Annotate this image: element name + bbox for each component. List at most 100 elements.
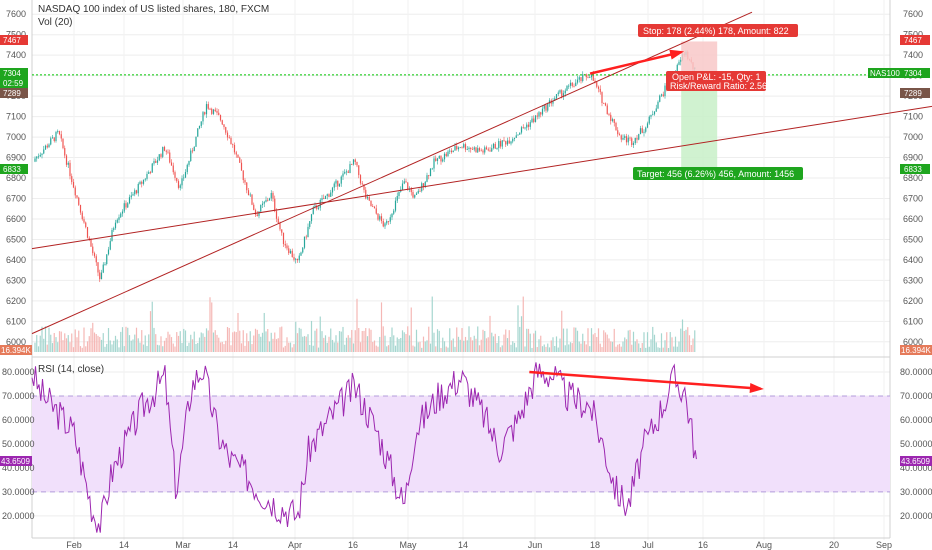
candle-body bbox=[585, 74, 587, 78]
candle-body bbox=[314, 205, 316, 208]
candle-body bbox=[174, 172, 176, 178]
candle-body bbox=[582, 74, 584, 82]
candle-body bbox=[83, 219, 85, 223]
volume-bar bbox=[454, 346, 456, 352]
volume-bar bbox=[356, 298, 358, 352]
stop-label[interactable]: Stop: 178 (2.44%) 178, Amount: 822 bbox=[638, 24, 798, 37]
volume-bar bbox=[300, 328, 302, 352]
candle-body bbox=[417, 190, 419, 194]
rsi-divergence-arrow[interactable] bbox=[529, 370, 764, 393]
position-stats[interactable]: Open P&L: -15, Qty: 1 Risk/Reward Ratio:… bbox=[666, 71, 767, 91]
volume-bar bbox=[564, 345, 566, 352]
current-price-tag-left: 7304 bbox=[0, 68, 28, 78]
candle-body bbox=[368, 197, 370, 201]
volume-bar bbox=[179, 331, 181, 352]
price-tick-right: 7400 bbox=[903, 50, 923, 60]
candle-body bbox=[489, 150, 491, 152]
volume-bar bbox=[522, 296, 524, 352]
volume-bar bbox=[398, 338, 400, 352]
target-label-text: Target: 456 (6.26%) 456, Amount: 1456 bbox=[637, 169, 794, 179]
candle-body bbox=[176, 177, 178, 182]
rsi-tick-right: 20.0000 bbox=[900, 511, 932, 521]
lower-trend-line[interactable] bbox=[31, 105, 932, 250]
volume-bar bbox=[326, 342, 328, 352]
candle-body bbox=[302, 247, 304, 253]
candle-body bbox=[611, 119, 614, 121]
candle-body bbox=[564, 90, 566, 94]
candle-body bbox=[510, 141, 512, 144]
volume-bar bbox=[204, 336, 206, 352]
volume-bar bbox=[498, 336, 500, 352]
rsi-tag-left: 43.6509 bbox=[0, 456, 32, 466]
candle-body bbox=[589, 77, 591, 78]
target-label[interactable]: Target: 456 (6.26%) 456, Amount: 1456 bbox=[633, 167, 803, 180]
candle-body bbox=[520, 127, 523, 133]
price-tick-left: 7500 bbox=[6, 30, 26, 40]
price-tick-right: 7600 bbox=[903, 9, 923, 19]
candle-body bbox=[573, 85, 575, 87]
volume-bar bbox=[513, 342, 516, 352]
volume-bar bbox=[372, 342, 374, 352]
volume-bar bbox=[347, 335, 349, 352]
volume-bar bbox=[113, 340, 115, 352]
candle-body bbox=[41, 153, 43, 155]
volume-bar bbox=[162, 346, 164, 352]
volume-bar bbox=[170, 337, 173, 352]
candle-body bbox=[139, 181, 141, 184]
volume-bar bbox=[636, 339, 638, 352]
candle-body bbox=[426, 175, 428, 182]
volume-bar bbox=[396, 337, 398, 352]
candle-body bbox=[307, 226, 309, 238]
volume-bar bbox=[223, 344, 225, 352]
candle-body bbox=[102, 264, 104, 273]
volume-bar bbox=[111, 344, 113, 352]
candle-body bbox=[165, 150, 167, 152]
candle-body bbox=[632, 143, 635, 146]
candle-body bbox=[533, 118, 535, 122]
price-tick-right: 7000 bbox=[903, 132, 923, 142]
candle-body bbox=[545, 105, 547, 111]
candle-body bbox=[351, 164, 353, 165]
candle-body bbox=[179, 185, 181, 188]
candle-body bbox=[655, 108, 657, 112]
volume-bar bbox=[618, 343, 621, 352]
candle-body bbox=[53, 137, 55, 142]
volume-bar bbox=[477, 326, 479, 352]
volume-bar bbox=[512, 341, 514, 352]
volume-bar bbox=[239, 330, 241, 352]
candle-body bbox=[169, 152, 171, 163]
volume-bar bbox=[317, 347, 320, 352]
volume-bar bbox=[158, 345, 160, 352]
volume-bar bbox=[137, 338, 139, 352]
candle-body bbox=[237, 154, 239, 158]
candle-body bbox=[71, 176, 73, 182]
volume-tag-left: 16.394K bbox=[0, 345, 32, 355]
volume-bar bbox=[475, 338, 477, 352]
candle-body bbox=[429, 168, 432, 177]
volume-bar bbox=[230, 345, 232, 352]
candle-body bbox=[300, 252, 302, 256]
candle-body bbox=[415, 193, 418, 195]
volume-bar bbox=[445, 346, 447, 352]
upper-trend-line[interactable] bbox=[31, 11, 753, 335]
candle-body bbox=[450, 150, 453, 153]
svg-text:6833: 6833 bbox=[3, 165, 21, 174]
volume-bar bbox=[102, 333, 104, 352]
candle-body bbox=[132, 194, 134, 196]
candle-body bbox=[149, 172, 152, 173]
candle-body bbox=[335, 180, 337, 184]
candle-body bbox=[599, 88, 601, 93]
volume-bar bbox=[589, 346, 591, 352]
candle-body bbox=[205, 104, 208, 115]
volume-bar bbox=[293, 344, 295, 352]
candle-body bbox=[569, 82, 572, 86]
price-divergence-arrow[interactable] bbox=[589, 49, 685, 75]
price-tick-right: 6900 bbox=[903, 153, 923, 163]
volume-bar bbox=[375, 345, 377, 352]
candle-body bbox=[636, 137, 638, 140]
candle-body bbox=[125, 203, 127, 208]
volume-bar bbox=[277, 338, 279, 352]
volume-bar bbox=[405, 333, 407, 352]
candle-body bbox=[228, 137, 230, 139]
candle-body bbox=[97, 262, 99, 273]
